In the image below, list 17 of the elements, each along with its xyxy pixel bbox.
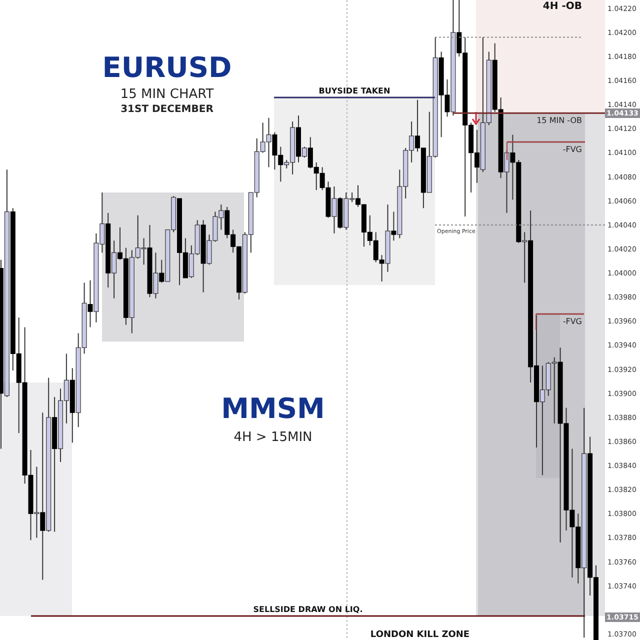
candlestick bbox=[332, 186, 337, 234]
text: EURUSD bbox=[102, 51, 232, 84]
ref-line-label: -FVG bbox=[562, 144, 582, 154]
ref-line-label: -FVG bbox=[562, 316, 582, 326]
ref-line-label: 15 MIN -OB bbox=[536, 116, 582, 126]
band-label: 4H -OB bbox=[542, 1, 582, 12]
candlestick bbox=[302, 146, 307, 158]
ref-line-label: SELLSIDE DRAW ON LIQ. bbox=[253, 604, 363, 614]
candlestick bbox=[153, 252, 158, 299]
candlestick bbox=[112, 240, 117, 299]
annotation: LONDON KILL ZONE bbox=[370, 630, 470, 640]
ref-line-label: BUYSIDE TAKEN bbox=[318, 86, 390, 96]
text: 15 MIN CHART bbox=[120, 87, 214, 102]
candlestick bbox=[34, 466, 40, 538]
annotation: MMSM bbox=[221, 392, 325, 425]
annotation: 4H > 15MIN bbox=[234, 430, 312, 445]
annotation: 31ST DECEMBER bbox=[120, 104, 214, 115]
